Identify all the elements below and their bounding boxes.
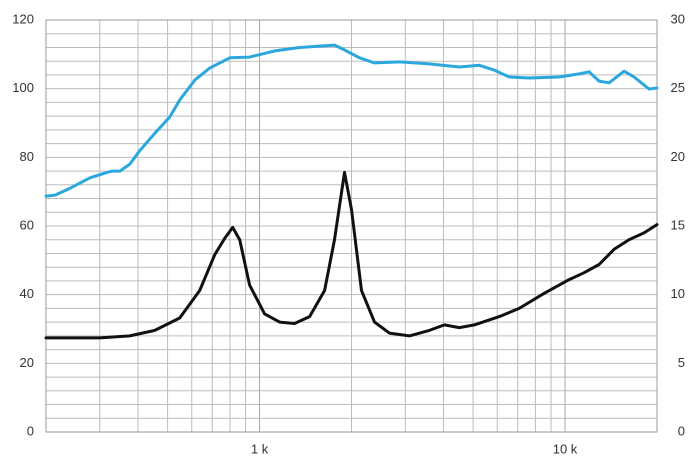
y2-tick-label: 5 — [678, 355, 685, 370]
y-tick-label: 0 — [27, 423, 34, 438]
y-tick-label: 100 — [12, 80, 34, 95]
series-line — [44, 170, 659, 340]
x-tick-label: 10 k — [553, 441, 578, 456]
x-tick-label: 1 k — [251, 441, 269, 456]
y2-tick-label: 0 — [678, 423, 685, 438]
y-tick-label: 40 — [20, 286, 34, 301]
y2-tick-label: 25 — [671, 80, 685, 95]
series-line — [44, 43, 659, 198]
y-tick-label: 60 — [20, 217, 34, 232]
y-tick-label: 80 — [20, 149, 34, 164]
y2-tick-label: 15 — [671, 217, 685, 232]
y2-tick-label: 10 — [671, 286, 685, 301]
y2-tick-label: 30 — [671, 11, 685, 26]
y-tick-label: 120 — [12, 11, 34, 26]
y2-tick-label: 20 — [671, 149, 685, 164]
y-tick-label: 20 — [20, 355, 34, 370]
